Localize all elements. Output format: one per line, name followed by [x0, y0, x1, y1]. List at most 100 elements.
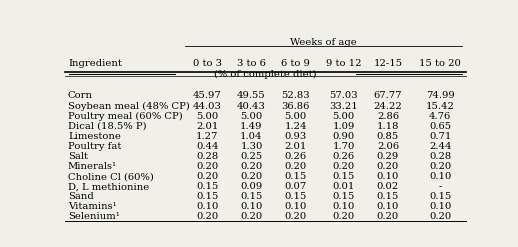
Text: Dical (18.5% P): Dical (18.5% P) [68, 122, 147, 131]
Text: 0.10: 0.10 [333, 202, 355, 211]
Text: 0.07: 0.07 [284, 182, 307, 191]
Text: 2.01: 2.01 [284, 142, 307, 151]
Text: 0.10: 0.10 [377, 172, 399, 181]
Text: 36.86: 36.86 [281, 102, 310, 110]
Text: 12-15: 12-15 [373, 59, 402, 68]
Text: 0.09: 0.09 [240, 182, 263, 191]
Text: 0.15: 0.15 [377, 192, 399, 201]
Text: 9 to 12: 9 to 12 [326, 59, 362, 68]
Text: 52.83: 52.83 [281, 91, 310, 101]
Text: 0.10: 0.10 [284, 202, 307, 211]
Text: 0.02: 0.02 [377, 182, 399, 191]
Text: Salt: Salt [68, 152, 88, 161]
Text: 2.06: 2.06 [377, 142, 399, 151]
Text: 2.86: 2.86 [377, 112, 399, 121]
Text: 0.28: 0.28 [196, 152, 219, 161]
Text: Choline Cl (60%): Choline Cl (60%) [68, 172, 154, 181]
Text: 67.77: 67.77 [373, 91, 402, 101]
Text: 4.76: 4.76 [429, 112, 451, 121]
Text: 0.15: 0.15 [284, 192, 307, 201]
Text: 0.28: 0.28 [429, 152, 451, 161]
Text: 1.24: 1.24 [284, 122, 307, 131]
Text: 0.15: 0.15 [196, 182, 219, 191]
Text: 0.20: 0.20 [377, 162, 399, 171]
Text: 0.20: 0.20 [240, 162, 263, 171]
Text: Limestone: Limestone [68, 132, 121, 141]
Text: Soybean meal (48% CP): Soybean meal (48% CP) [68, 102, 190, 111]
Text: 2.01: 2.01 [196, 122, 219, 131]
Text: 1.18: 1.18 [377, 122, 399, 131]
Text: 0.10: 0.10 [429, 202, 451, 211]
Text: 6 to 9: 6 to 9 [281, 59, 310, 68]
Text: 15.42: 15.42 [426, 102, 454, 110]
Text: 1.70: 1.70 [333, 142, 355, 151]
Text: Poultry meal (60% CP): Poultry meal (60% CP) [68, 112, 183, 121]
Text: 0.15: 0.15 [429, 192, 451, 201]
Text: 1.27: 1.27 [196, 132, 219, 141]
Text: 0.10: 0.10 [429, 172, 451, 181]
Text: 0.26: 0.26 [333, 152, 355, 161]
Text: 0.20: 0.20 [333, 212, 355, 221]
Text: (% of complete diet): (% of complete diet) [214, 70, 317, 79]
Text: Ingredient: Ingredient [68, 59, 122, 68]
Text: 24.22: 24.22 [373, 102, 402, 110]
Text: 5.00: 5.00 [196, 112, 219, 121]
Text: 5.00: 5.00 [284, 112, 307, 121]
Text: 0.71: 0.71 [429, 132, 451, 141]
Text: 0.20: 0.20 [429, 212, 451, 221]
Text: 0.15: 0.15 [333, 172, 355, 181]
Text: 44.03: 44.03 [193, 102, 222, 110]
Text: Sand: Sand [68, 192, 94, 201]
Text: 0.29: 0.29 [377, 152, 399, 161]
Text: 1.09: 1.09 [333, 122, 355, 131]
Text: Poultry fat: Poultry fat [68, 142, 121, 151]
Text: 5.00: 5.00 [240, 112, 263, 121]
Text: 2.44: 2.44 [429, 142, 451, 151]
Text: Minerals¹: Minerals¹ [68, 162, 117, 171]
Text: 40.43: 40.43 [237, 102, 266, 110]
Text: 1.04: 1.04 [240, 132, 263, 141]
Text: Weeks of age: Weeks of age [290, 38, 357, 47]
Text: 0.20: 0.20 [284, 212, 307, 221]
Text: 1.30: 1.30 [240, 142, 263, 151]
Text: 0.90: 0.90 [333, 132, 355, 141]
Text: 0.20: 0.20 [284, 162, 307, 171]
Text: D, L methionine: D, L methionine [68, 182, 149, 191]
Text: 0.10: 0.10 [196, 202, 219, 211]
Text: 15 to 20: 15 to 20 [419, 59, 461, 68]
Text: 0.85: 0.85 [377, 132, 399, 141]
Text: 0.15: 0.15 [284, 172, 307, 181]
Text: 0.26: 0.26 [284, 152, 307, 161]
Text: Selenium¹: Selenium¹ [68, 212, 120, 221]
Text: Vitamins¹: Vitamins¹ [68, 202, 117, 211]
Text: 45.97: 45.97 [193, 91, 222, 101]
Text: 0.20: 0.20 [333, 162, 355, 171]
Text: 0.20: 0.20 [240, 212, 263, 221]
Text: 1.49: 1.49 [240, 122, 263, 131]
Text: 0.93: 0.93 [284, 132, 307, 141]
Text: 49.55: 49.55 [237, 91, 266, 101]
Text: 0 to 3: 0 to 3 [193, 59, 222, 68]
Text: 0.20: 0.20 [196, 212, 219, 221]
Text: 33.21: 33.21 [329, 102, 358, 110]
Text: 0.10: 0.10 [240, 202, 263, 211]
Text: -: - [438, 182, 442, 191]
Text: Corn: Corn [68, 91, 93, 101]
Text: 0.10: 0.10 [377, 202, 399, 211]
Text: 3 to 6: 3 to 6 [237, 59, 266, 68]
Text: 0.20: 0.20 [196, 162, 219, 171]
Text: 0.65: 0.65 [429, 122, 451, 131]
Text: 0.15: 0.15 [240, 192, 263, 201]
Text: 74.99: 74.99 [426, 91, 454, 101]
Text: 57.03: 57.03 [329, 91, 358, 101]
Text: 0.15: 0.15 [196, 192, 219, 201]
Text: 0.20: 0.20 [377, 212, 399, 221]
Text: 0.15: 0.15 [333, 192, 355, 201]
Text: 5.00: 5.00 [333, 112, 355, 121]
Text: 0.20: 0.20 [429, 162, 451, 171]
Text: 0.20: 0.20 [196, 172, 219, 181]
Text: 0.44: 0.44 [196, 142, 219, 151]
Text: 0.20: 0.20 [240, 172, 263, 181]
Text: 0.25: 0.25 [240, 152, 263, 161]
Text: 0.01: 0.01 [333, 182, 355, 191]
